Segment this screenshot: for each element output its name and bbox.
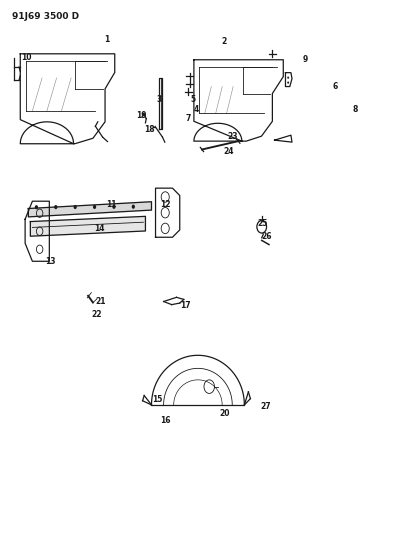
Text: 13: 13 — [45, 257, 56, 266]
Text: 27: 27 — [260, 402, 271, 411]
Text: 26: 26 — [261, 232, 272, 241]
Text: 10: 10 — [21, 53, 32, 62]
Text: 23: 23 — [227, 133, 237, 141]
Text: 20: 20 — [219, 409, 229, 418]
Text: 17: 17 — [180, 301, 191, 310]
Text: 3: 3 — [157, 95, 162, 104]
Polygon shape — [28, 201, 152, 217]
Text: 21: 21 — [96, 297, 106, 306]
Text: 4: 4 — [193, 106, 199, 114]
Text: 18: 18 — [144, 125, 155, 134]
Text: 24: 24 — [223, 147, 234, 156]
Text: 11: 11 — [106, 200, 116, 209]
Circle shape — [93, 205, 96, 209]
Circle shape — [35, 205, 38, 209]
Text: 91J69 3500 D: 91J69 3500 D — [12, 12, 80, 21]
Text: 19: 19 — [136, 110, 147, 119]
Polygon shape — [30, 216, 145, 236]
Circle shape — [74, 205, 77, 209]
Text: 15: 15 — [152, 395, 163, 404]
Text: 12: 12 — [160, 200, 171, 209]
Text: 7: 7 — [185, 114, 190, 123]
Text: 6: 6 — [332, 82, 338, 91]
Text: 9: 9 — [302, 54, 307, 63]
Text: 14: 14 — [94, 224, 104, 233]
Circle shape — [112, 205, 115, 209]
Text: 16: 16 — [160, 416, 171, 425]
Text: 2: 2 — [222, 37, 227, 46]
Text: 25: 25 — [258, 219, 268, 228]
Circle shape — [54, 205, 57, 209]
Text: 5: 5 — [190, 95, 196, 104]
Text: 22: 22 — [92, 310, 102, 319]
Text: 1: 1 — [105, 35, 110, 44]
Text: 8: 8 — [353, 106, 358, 114]
Circle shape — [132, 205, 135, 209]
